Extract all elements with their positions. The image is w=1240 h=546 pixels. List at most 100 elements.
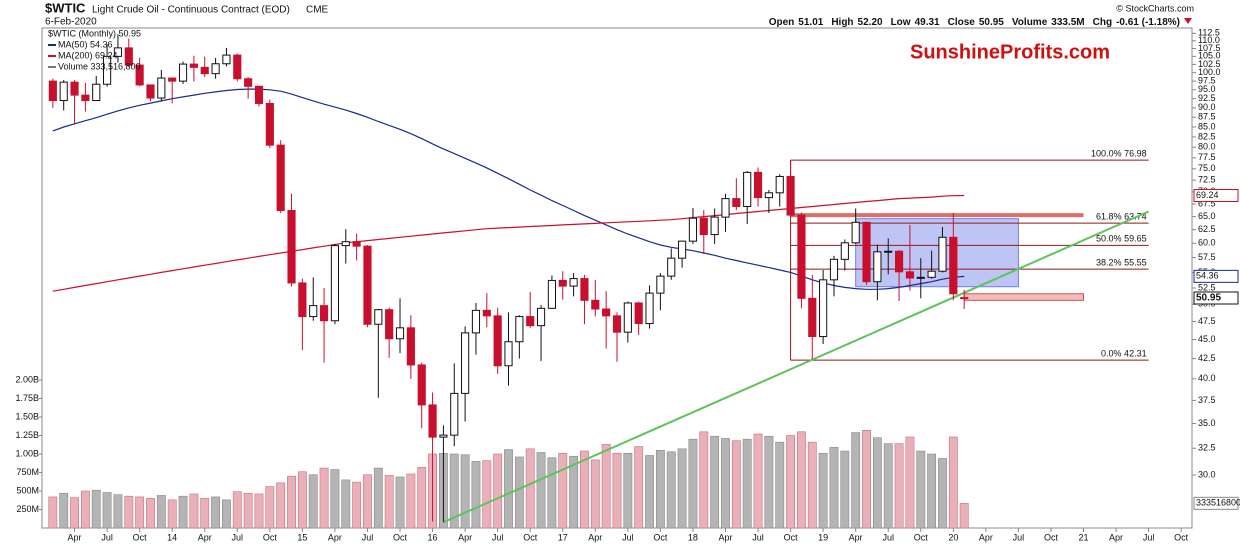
candle-body [927, 270, 936, 278]
candle-body [254, 85, 264, 104]
volume-bar [580, 450, 589, 529]
y-tick-label: 72.5 [1198, 175, 1216, 185]
volume-bar [417, 467, 427, 529]
volume-bar [102, 492, 112, 529]
volume-bar [807, 441, 817, 529]
candle-body [461, 332, 470, 394]
volume-bar [677, 448, 687, 529]
candle-body [395, 327, 405, 340]
candle-body [417, 364, 426, 406]
x-tick-label: Jul [752, 532, 764, 542]
candle-body [743, 171, 752, 207]
stat-value: 333.5M [1051, 17, 1084, 28]
y-tick-label: 65.0 [1198, 211, 1216, 221]
y-tick-label: 77.5 [1198, 152, 1216, 162]
legend-label: MA(200) 69.24 [58, 50, 118, 60]
x-tick-label: Jul [882, 532, 894, 542]
y-tick-label: 57.5 [1198, 252, 1216, 262]
x-tick-label: 16 [428, 532, 438, 542]
candle-body [233, 54, 242, 80]
candle-body [189, 63, 198, 68]
candle-body [688, 217, 698, 242]
y-tick-label: 95.0 [1198, 84, 1216, 94]
volume-tick-label: 1.00B [15, 448, 39, 458]
volume-bar [178, 495, 188, 529]
volume-bar [167, 499, 177, 529]
stat-value: 50.95 [979, 17, 1004, 28]
volume-bar [753, 433, 763, 529]
candle-body [493, 315, 502, 367]
candle-body [840, 242, 849, 260]
candle-body [851, 221, 860, 244]
candle-body [113, 47, 123, 57]
y-tick-label: 37.5 [1198, 395, 1216, 405]
x-tick-label: Apr [198, 532, 212, 542]
volume-tick-label: 750M [16, 467, 39, 477]
y-tick-label: 45.0 [1198, 334, 1216, 344]
candle-body [623, 302, 632, 333]
candle-body [157, 77, 166, 99]
volume-bar [471, 461, 481, 529]
candle-body [808, 297, 817, 338]
value-box [1193, 189, 1239, 203]
volume-bar [612, 452, 622, 529]
volume-bar [786, 435, 796, 529]
candle-body [244, 78, 253, 87]
candle-body [70, 81, 79, 96]
candle-body [92, 83, 101, 102]
support-zone [963, 293, 1085, 301]
x-tick-label: 20 [948, 532, 958, 542]
x-tick-label: 19 [818, 532, 828, 542]
candle-body [753, 171, 763, 199]
volume-bar [222, 499, 231, 529]
volume-bar [493, 453, 503, 529]
candle-body [515, 316, 524, 343]
candle-body [764, 192, 773, 199]
volume-bar [352, 481, 362, 529]
candle-body [178, 63, 188, 82]
volume-bar [449, 453, 459, 529]
x-tick-label: 21 [1079, 532, 1089, 542]
candle-body [428, 404, 437, 438]
moving-average [52, 194, 965, 292]
x-tick-label: Apr [588, 532, 602, 542]
candle-body [352, 241, 361, 247]
candle-body [819, 279, 828, 338]
candle-body [385, 309, 394, 340]
candle-body [59, 81, 68, 102]
volume-tick-label: 1.50B [15, 411, 39, 421]
candle-body [905, 271, 915, 279]
value-box-label: 69.24 [1196, 190, 1219, 200]
candle-body [287, 210, 296, 284]
x-tick-label: Oct [133, 532, 148, 542]
volume-bar [363, 474, 372, 529]
y-tick-label: 92.5 [1198, 93, 1216, 103]
x-tick-label: 14 [167, 532, 177, 542]
x-tick-label: Apr [458, 532, 472, 542]
candle-body [786, 175, 795, 216]
volume-bar [710, 435, 720, 529]
volume-bar [699, 431, 709, 529]
volume-bar [894, 443, 904, 529]
candle-body [699, 217, 708, 236]
volume-bar [688, 438, 698, 529]
x-tick-label: Oct [263, 532, 278, 542]
candle-body [319, 305, 329, 322]
header-stats: Open 51.01 High 52.20 Low 49.31 Close 50.95 Volu… [769, 17, 1180, 28]
stat-value: 49.31 [915, 17, 940, 28]
volume-bar [319, 467, 329, 529]
volume-bar [742, 438, 752, 529]
candle-body [309, 305, 318, 318]
stat-value: -0.61 (-1.18%) [1116, 17, 1180, 28]
volume-bar [384, 475, 394, 529]
volume-bar [341, 479, 351, 529]
value-box [1193, 496, 1239, 510]
candle-body [938, 236, 947, 272]
volume-bar [330, 469, 340, 529]
volume-bar [927, 453, 937, 529]
x-tick-label: Jul [1143, 532, 1155, 542]
legend-label: Volume 333,516,800 [58, 61, 141, 71]
volume-bar [113, 494, 123, 529]
volume-bar [862, 430, 871, 529]
candle-body [265, 102, 274, 146]
